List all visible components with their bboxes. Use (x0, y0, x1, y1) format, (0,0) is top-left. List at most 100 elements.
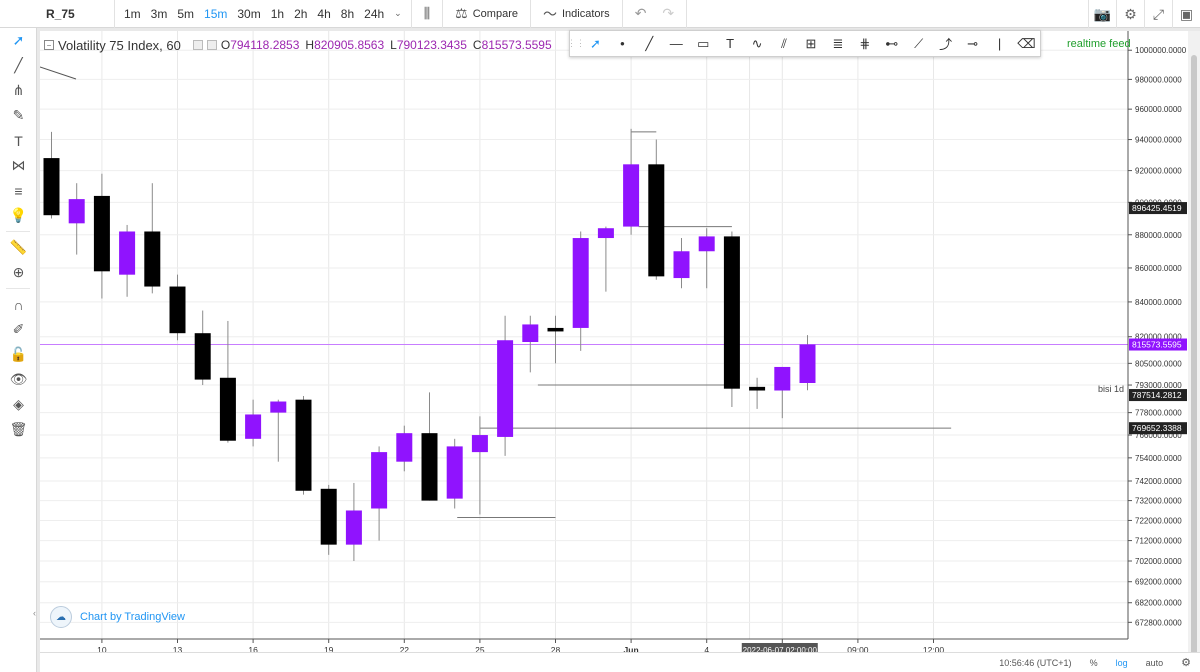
percent-toggle[interactable]: % (1089, 657, 1098, 668)
timeframe-30m[interactable]: 30m (237, 6, 261, 21)
chart-type-button[interactable]: ⫼ (416, 5, 438, 22)
candle-body[interactable] (698, 236, 715, 252)
candle-body[interactable] (320, 488, 337, 545)
candle-body[interactable] (547, 327, 564, 332)
fullscreen-icon[interactable]: ⤢ (1144, 0, 1172, 28)
drawn-trendline[interactable] (39, 66, 77, 80)
text-icon[interactable]: T (14, 132, 23, 149)
camera-icon[interactable]: 📷 (1088, 0, 1116, 28)
timeframe-5m[interactable]: 5m (177, 6, 195, 21)
ruler-icon[interactable]: 📏 (9, 239, 28, 255)
candle-body[interactable] (345, 510, 362, 545)
candle-body[interactable] (497, 340, 514, 437)
candle-body[interactable] (799, 344, 816, 384)
timeframe-3m[interactable]: 3m (150, 6, 168, 21)
candle-body[interactable] (270, 401, 287, 413)
candle-body[interactable] (371, 452, 388, 509)
trash-icon[interactable]: 🗑 (9, 421, 28, 437)
lightbulb-icon[interactable]: 💡 (9, 207, 28, 223)
chevron-down-icon[interactable]: ⌄ (394, 8, 402, 18)
candle-body[interactable] (245, 414, 262, 439)
candle-body[interactable] (396, 433, 413, 462)
draw-brush-icon[interactable]: ⟋ (914, 35, 924, 51)
draw-hline-icon[interactable]: — (669, 36, 683, 51)
cursor-icon[interactable]: ➚ (12, 32, 25, 48)
candle-body[interactable] (43, 158, 60, 216)
drag-handle-icon[interactable]: ⋮⋮ (567, 38, 585, 48)
timeframe-1h[interactable]: 1h (270, 6, 285, 21)
candle-body[interactable] (749, 386, 766, 391)
draw-curve-icon[interactable]: ∿ (751, 35, 763, 51)
candle-body[interactable] (68, 199, 85, 224)
candle-body[interactable] (648, 164, 665, 277)
brush-icon[interactable]: ✎ (12, 107, 25, 123)
zoom-icon[interactable]: ⊕ (12, 264, 25, 280)
unlock-icon[interactable]: 🔓 (9, 346, 28, 362)
undo-button[interactable]: ↶ (627, 5, 655, 22)
indicators-button[interactable]: 〜 Indicators (535, 4, 618, 24)
candle-body[interactable] (119, 231, 136, 275)
candle-body[interactable] (446, 446, 463, 499)
gear-icon[interactable]: ⚙ (1116, 0, 1144, 28)
draw-crossline-icon[interactable]: ⊸ (967, 35, 979, 51)
candle-body[interactable] (421, 433, 438, 501)
candle-body[interactable] (597, 228, 614, 239)
save-icon[interactable]: ▣ (1172, 0, 1200, 28)
price-scale[interactable] (1128, 31, 1188, 639)
chart-pane[interactable]: bisi 1d 1000000.0000 980000.0000 960000.000… (39, 31, 1188, 667)
compare-button[interactable]: ⚖ Compare (447, 5, 526, 22)
candle-body[interactable] (522, 324, 539, 342)
candle-body[interactable] (774, 366, 791, 391)
eye-icon[interactable]: 👁 (9, 371, 28, 387)
draw-gann-icon[interactable]: ⋕ (859, 35, 871, 51)
draw-eraser-icon[interactable]: ⌫ (1017, 35, 1036, 51)
hide-icon[interactable] (192, 40, 203, 50)
candle-body[interactable] (572, 238, 589, 328)
layers-icon[interactable]: ◈ (13, 396, 24, 412)
draw-dot-icon[interactable]: • (620, 36, 625, 51)
trendline-icon[interactable]: ╱ (14, 57, 23, 73)
magnet-icon[interactable]: ∩ (13, 296, 24, 313)
draw-line-icon[interactable]: ╱ (645, 35, 654, 51)
redo-button[interactable]: ↷ (654, 5, 682, 22)
candle-body[interactable] (194, 333, 211, 380)
draw-fib-icon[interactable]: ≣ (832, 35, 844, 51)
vertical-scrollbar[interactable] (1188, 31, 1200, 655)
draw-frame-icon[interactable]: ⊞ (805, 35, 817, 51)
symbol-search[interactable]: R_75 (46, 6, 75, 21)
auto-toggle[interactable]: auto (1145, 657, 1164, 668)
candle-body[interactable] (144, 231, 161, 287)
gear-icon[interactable]: ⚙ (1181, 657, 1191, 669)
scrollbar-thumb[interactable] (1191, 55, 1197, 655)
fib-icon[interactable]: ≡ (14, 182, 23, 199)
timeframe-2h[interactable]: 2h (294, 6, 308, 21)
pattern-icon[interactable]: ⋈ (11, 157, 26, 173)
draw-rect-icon[interactable]: ▭ (697, 35, 710, 51)
candle-body[interactable] (723, 236, 740, 389)
candle-body[interactable] (471, 435, 488, 453)
timeframe-15m[interactable]: 15m (204, 6, 228, 21)
draw-vline-icon[interactable]: | (997, 36, 1002, 51)
draw-cursor-icon[interactable]: ➚ (590, 35, 601, 51)
settings-icon[interactable] (206, 40, 217, 50)
candle-body[interactable] (623, 164, 640, 227)
candle-body[interactable] (93, 195, 110, 272)
timeframe-4h[interactable]: 4h (317, 6, 331, 21)
timeframe-8h[interactable]: 8h (340, 6, 355, 21)
draw-channel-icon[interactable]: ⫽ (781, 35, 787, 51)
timeframe-1m[interactable]: 1m (124, 6, 141, 21)
pitchfork-icon[interactable]: ⋔ (12, 82, 25, 98)
candle-body[interactable] (219, 377, 236, 441)
lock-drawing-icon[interactable]: ✐ (12, 321, 25, 337)
candle-body[interactable] (673, 251, 690, 279)
collapse-toolbar-icon[interactable]: ‹ (33, 608, 36, 618)
chart-svg[interactable]: bisi 1d 1000000.0000 980000.0000 960000.000… (39, 31, 1188, 667)
candle-body[interactable] (295, 399, 312, 491)
draw-text-icon[interactable]: T (726, 36, 735, 51)
draw-path-icon[interactable]: ⤴ (939, 37, 953, 52)
candle-body[interactable] (169, 286, 186, 334)
collapse-icon[interactable]: − (44, 40, 54, 50)
tradingview-credit[interactable]: ☁ Chart by TradingView (50, 606, 185, 628)
log-toggle[interactable]: log (1115, 657, 1128, 668)
timeframe-24h[interactable]: 24h (364, 6, 385, 21)
